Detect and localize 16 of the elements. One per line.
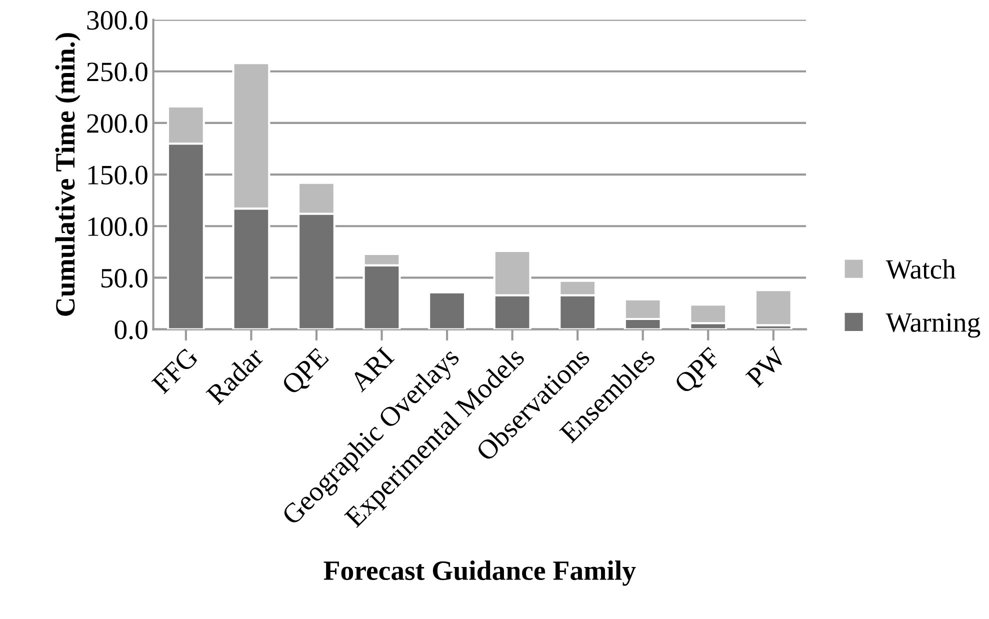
x-tick-label: FFG bbox=[151, 346, 200, 395]
y-tick-label: 300.0 bbox=[87, 10, 148, 30]
legend-label: Watch bbox=[886, 259, 956, 279]
bar bbox=[428, 291, 466, 330]
legend-label: Warning bbox=[886, 313, 980, 338]
x-axis-title: Forecast Guidance Family bbox=[324, 560, 636, 586]
y-axis-title: Cumulative Time (min.) bbox=[55, 33, 80, 316]
x-tick-label: QPF bbox=[674, 346, 724, 398]
y-tick-label: 100.0 bbox=[88, 217, 148, 236]
y-tick-label: 0.0 bbox=[114, 320, 148, 340]
x-tick-label: QPE bbox=[280, 346, 332, 398]
y-tick-label: 50.0 bbox=[101, 268, 148, 288]
y-tick-label: 200.0 bbox=[87, 114, 148, 134]
y-tick-label: 250.0 bbox=[87, 62, 148, 82]
x-tick-label: PW bbox=[745, 346, 788, 388]
y-tick-label: 150.0 bbox=[88, 166, 148, 185]
